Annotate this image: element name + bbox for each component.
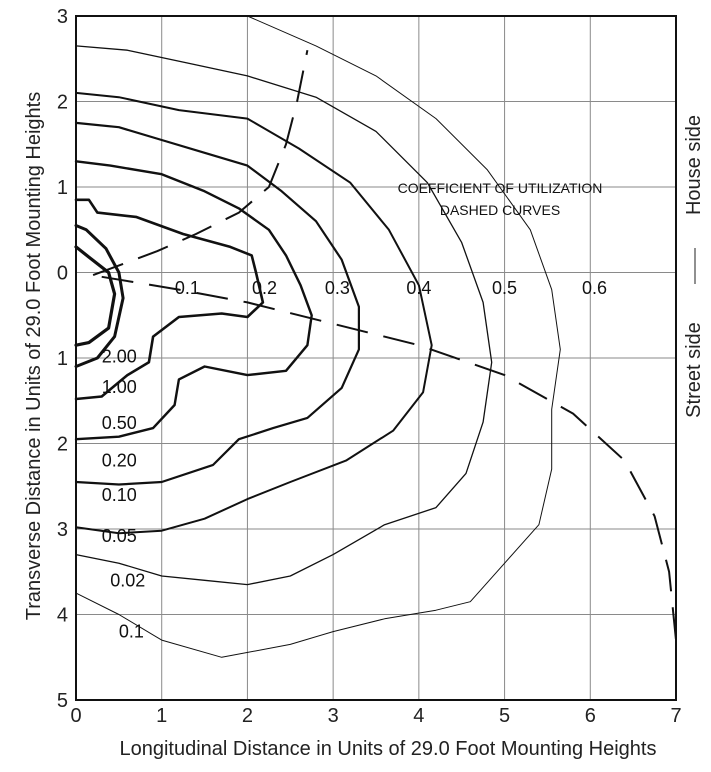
y-tick-label: 5: [57, 690, 68, 712]
x-tick-label: 3: [328, 705, 339, 727]
x-axis-title: Longitudinal Distance in Units of 29.0 F…: [120, 738, 657, 760]
isolux-curve: [74, 198, 265, 401]
cu-label: 0.5: [492, 278, 517, 298]
isolux-curve: [74, 160, 313, 441]
y-tick-label: 3: [57, 519, 68, 541]
isolux-label: 1.00: [102, 377, 137, 397]
cu-label: 0.3: [325, 278, 350, 298]
label-layer: 0 1 2 3 4 5 6 7 3 2 1 0 1 2 3 4 5 2.00 1.00 0.50 0.20 0.10 0.0…: [57, 6, 682, 727]
isolux-curve: [75, 15, 561, 658]
isolux-label: 0.05: [102, 526, 137, 546]
x-tick-label: 7: [670, 705, 681, 727]
x-tick-label: 2: [242, 705, 253, 727]
y-tick-label: 3: [57, 6, 68, 28]
y-tick-label: 0: [57, 263, 68, 285]
y-tick-label: 2: [57, 434, 68, 456]
isolux-label: 0.50: [102, 413, 137, 433]
isolux-curve: [74, 121, 360, 486]
y-tick-label: 4: [57, 605, 68, 627]
y-axis-title: Transverse Distance in Units of 29.0 Foo…: [23, 92, 45, 620]
y-tick-label: 1: [57, 177, 68, 199]
x-tick-label: 5: [499, 705, 510, 727]
isolux-curve: [74, 224, 125, 368]
isolux-curve: [75, 91, 433, 535]
cu-curve-house: [92, 50, 309, 277]
y-tick-label: 1: [57, 348, 68, 370]
cu-label: 0.4: [406, 278, 431, 298]
cu-label: 0.2: [252, 278, 277, 298]
curve-layer: [74, 15, 677, 658]
x-tick-label: 6: [585, 705, 596, 727]
y-tick-label: 2: [57, 92, 68, 114]
isolux-label: 0.1: [119, 622, 144, 642]
isolux-label: 0.20: [102, 451, 137, 471]
x-tick-label: 0: [70, 705, 81, 727]
isolux-curve: [75, 45, 493, 586]
cu-label: 0.1: [175, 278, 200, 298]
isolux-label: 0.02: [110, 570, 145, 590]
x-tick-label: 1: [156, 705, 167, 727]
annotation-line-2: DASHED CURVES: [440, 202, 560, 218]
cu-curve-street: [101, 275, 677, 641]
side-label-house: House side: [683, 115, 705, 215]
plot-frame: [75, 15, 677, 701]
side-label-street: Street side: [683, 322, 705, 418]
annotation-line-1: COEFFICIENT OF UTILIZATION: [398, 180, 603, 196]
frame-layer: [75, 15, 677, 701]
cu-label: 0.6: [582, 278, 607, 298]
isolux-label: 0.10: [102, 485, 137, 505]
grid-layer: [75, 15, 677, 701]
isolux-curve: [74, 245, 117, 347]
x-tick-label: 4: [413, 705, 424, 727]
isolux-label: 2.00: [102, 346, 137, 366]
